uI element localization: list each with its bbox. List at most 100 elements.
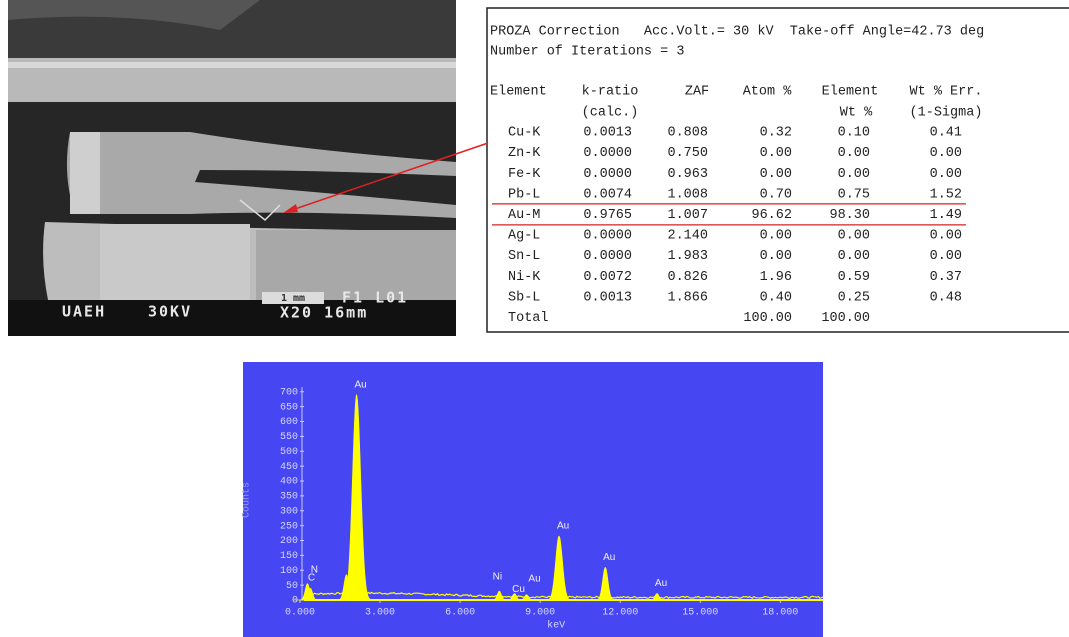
spectrum: 0 50 100 150 200 250 300 350 400 450 500 550 600 650 7… [242,362,824,637]
x-tick-label: 9.000 [525,608,555,619]
sem-label: F1 L01 [342,289,408,307]
table-cell: 0.0013 [583,290,632,305]
sem-label: 1 mm [281,293,305,304]
table-cell: 0.75 [838,187,870,202]
table-cell: 0.40 [760,290,792,305]
peak-label: Cu [512,584,525,595]
column-header: ZAF [685,85,709,100]
peak-label: Au [528,573,540,584]
y-tick-label: 550 [280,432,298,443]
total-label: Total [508,311,549,326]
column-header: Wt % Err. [910,85,983,100]
table-cell: 1.52 [930,187,962,202]
table-cell: 0.48 [930,290,962,305]
table-cell: 0.0072 [583,270,632,285]
peak-label: C [308,572,315,583]
element-name: Cu-K [508,126,541,141]
spectrum-peak [587,566,623,601]
y-tick-label: 450 [280,462,298,473]
sem-image [8,0,456,336]
x-tick-label: 12.000 [602,608,638,619]
column-header: (calc.) [582,106,639,121]
y-tick-label: 300 [280,506,298,517]
table-cell: 1.49 [930,208,962,223]
element-name: Pb-L [508,187,540,202]
table-cell: 0.10 [838,126,870,141]
table-cell: 0.00 [838,146,870,161]
table-cell: 1.007 [667,208,708,223]
y-tick-label: 150 [280,551,298,562]
y-tick-label: 400 [280,477,298,488]
column-header: k-ratio [582,85,639,100]
y-tick-label: 600 [280,417,298,428]
table-cell: 0.00 [760,146,792,161]
table-cell: 0.00 [760,249,792,264]
column-header: (1-Sigma) [910,106,983,121]
spectrum-peak [536,535,582,601]
table-cell: 98.30 [829,208,870,223]
element-name: Ni-K [508,270,541,285]
y-tick-label: 350 [280,492,298,503]
spectrum-peak [513,594,540,601]
table-cell: 0.0000 [583,146,632,161]
table-cell: 0.826 [667,270,708,285]
peak-label: Ni [493,572,502,583]
table-cell: 0.32 [760,126,792,141]
table-cell: 100.00 [821,311,870,326]
spectrum-peak [643,593,671,601]
table-cell: 0.0074 [583,187,632,202]
y-tick-label: 100 [280,566,298,577]
column-header: Element [822,85,879,100]
spectrum-peak [329,393,384,601]
table-cell: 0.0000 [583,249,632,264]
y-tick-label: 200 [280,536,298,547]
element-name: Au-M [508,208,540,223]
table-cell: 1.866 [667,290,708,305]
table-cell: 0.00 [838,229,870,244]
table-cell: 0.00 [760,167,792,182]
sem-label: 30KV [148,303,192,321]
table-cell: 0.00 [838,167,870,182]
table-cell: 0.00 [930,249,962,264]
table-cell: 96.62 [751,208,792,223]
table: PROZA Correction Acc.Volt.= 30 kV Take-o… [490,25,984,326]
table-frame [486,7,1069,333]
table-cell: 1.983 [667,249,708,264]
peak-label: Au [655,578,667,589]
column-header: Atom % [743,85,793,100]
table-cell: 100.00 [743,311,792,326]
table-cell: 0.00 [930,167,962,182]
table-cell: 2.140 [667,229,708,244]
table-cell: 0.0000 [583,167,632,182]
element-name: Sb-L [508,290,540,305]
y-tick-label: 50 [286,581,298,592]
peak-label: Au [354,379,366,390]
y-tick-label: 650 [280,402,298,413]
element-name: Fe-K [508,167,541,182]
table-cell: 0.808 [667,126,708,141]
table-cell: 0.9765 [583,208,632,223]
y-axis-label: Counts [242,482,253,518]
x-tick-label: 18.000 [762,608,798,619]
column-header: Element [490,85,547,100]
x-tick-label: 0.000 [285,608,315,619]
table-cell: 0.25 [838,290,870,305]
sem-labels: UAEH 30KV 1 mm F1 L01 X20 16mm [62,289,408,322]
element-name: Zn-K [508,146,541,161]
y-tick-label: 500 [280,447,298,458]
table-cell: 1.008 [667,187,708,202]
spectrum-peak [296,587,325,601]
table-cell: 0.0013 [583,126,632,141]
spectrum-background [243,362,823,637]
table-header-line: PROZA Correction Acc.Volt.= 30 kV Take-o… [490,25,984,40]
x-tick-label: 3.000 [365,608,395,619]
table-cell: 1.96 [760,270,792,285]
table-cell: 0.70 [760,187,792,202]
table-cell: 0.00 [838,249,870,264]
sem-label: X20 16mm [280,304,368,322]
y-tick-label: 250 [280,521,298,532]
element-name: Sn-L [508,249,540,264]
element-name: Ag-L [508,229,540,244]
